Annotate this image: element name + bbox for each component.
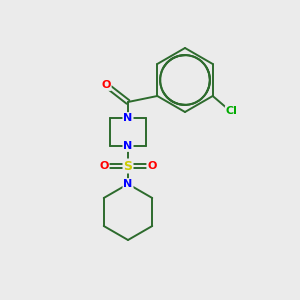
Text: N: N xyxy=(123,179,133,189)
Text: O: O xyxy=(147,161,157,171)
Text: O: O xyxy=(101,80,111,90)
Text: N: N xyxy=(123,113,133,123)
Text: N: N xyxy=(123,141,133,151)
Text: Cl: Cl xyxy=(226,106,238,116)
Text: O: O xyxy=(99,161,109,171)
Text: S: S xyxy=(124,160,133,172)
